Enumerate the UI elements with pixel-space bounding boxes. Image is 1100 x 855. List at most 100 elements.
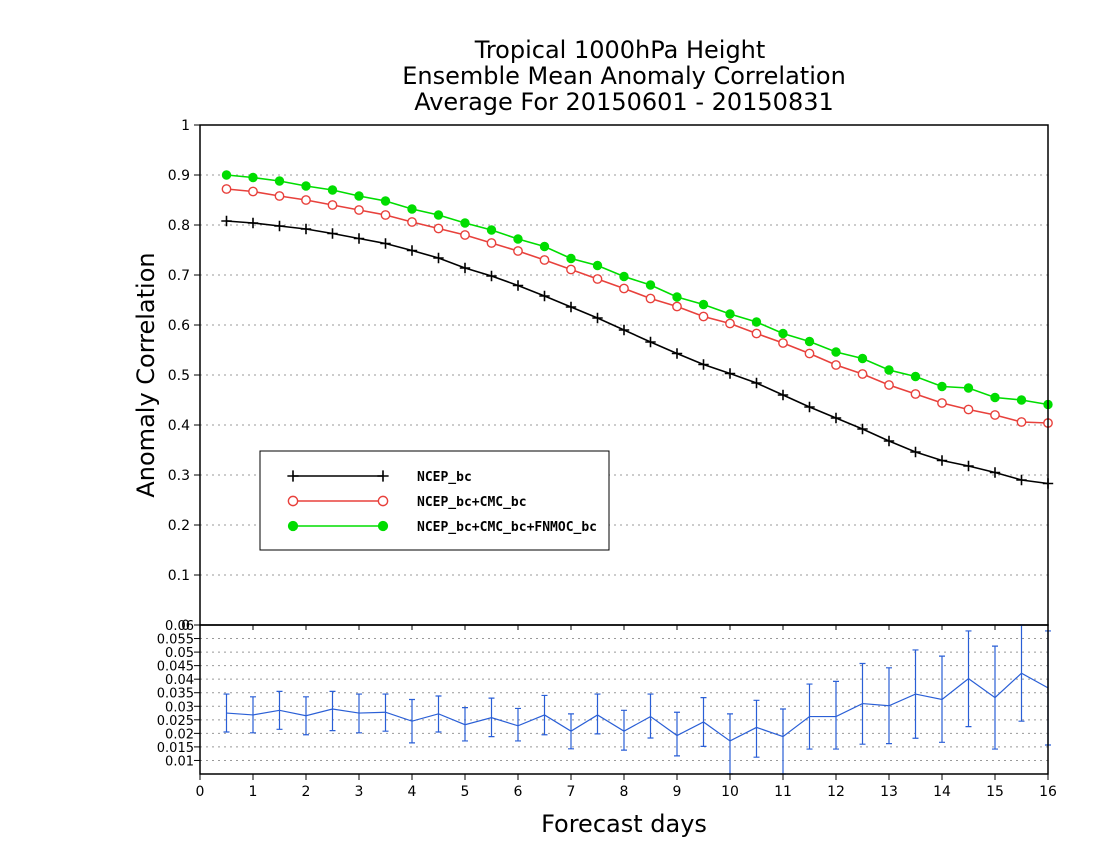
- data-point: [539, 241, 550, 252]
- data-point: [857, 369, 868, 379]
- data-point: [327, 185, 338, 195]
- data-point: [327, 228, 338, 239]
- data-point: [513, 234, 523, 244]
- legend-item: NCEP_bc+CMC_bc: [287, 495, 527, 510]
- x-tick-label: 2: [302, 784, 311, 800]
- diff-series: [223, 624, 1051, 775]
- error-bar: [859, 662, 866, 745]
- data-point: [963, 404, 974, 415]
- sub-y-tick-label: 0.035: [157, 687, 194, 702]
- data-point: [406, 245, 418, 256]
- main-y-tick-label: 0.6: [168, 318, 190, 334]
- sub-y-tick-label: 0.045: [157, 660, 194, 675]
- x-tick-label: 12: [827, 784, 845, 800]
- error-bar: [727, 713, 733, 775]
- x-tick-label: 8: [620, 784, 629, 800]
- data-point: [566, 264, 576, 275]
- x-axis-label: Forecast days: [541, 810, 707, 838]
- data-point: [1016, 417, 1027, 427]
- error-bar: [621, 709, 627, 751]
- main-y-tick-label: 0.7: [168, 268, 190, 284]
- error-bar: [435, 695, 442, 733]
- data-point: [353, 233, 365, 244]
- error-bar: [303, 696, 309, 736]
- error-bar: [806, 683, 813, 750]
- data-point: [990, 392, 1000, 403]
- data-point: [380, 238, 391, 249]
- error-bar: [329, 690, 336, 732]
- data-point: [936, 455, 948, 466]
- data-point: [672, 292, 682, 302]
- data-point: [377, 470, 389, 482]
- series-line: [226, 220, 1049, 485]
- main-y-tick-label: 0.3: [168, 468, 190, 484]
- series-2: [221, 170, 1053, 410]
- main-y-tick-label: 0: [181, 618, 190, 634]
- legend-label: NCEP_bc+CMC_bc+FNMOC_bc: [417, 520, 597, 535]
- sub-y-tick-label: 0.04: [165, 673, 194, 688]
- diff-line: [226, 672, 1049, 742]
- data-point: [592, 274, 603, 284]
- error-bar: [276, 690, 283, 730]
- data-point: [778, 338, 788, 348]
- series-line: [226, 188, 1049, 424]
- data-point: [354, 191, 364, 201]
- data-point: [513, 246, 523, 256]
- error-bar: [833, 680, 839, 750]
- error-bar: [912, 649, 919, 739]
- error-bar: [382, 693, 389, 732]
- error-bar: [753, 699, 760, 758]
- data-point: [804, 336, 815, 347]
- data-point: [274, 220, 285, 232]
- data-point: [645, 280, 656, 290]
- main-y-ticks: 0 0.1 0.2 0.3 0.4 0.5 0.6 0.7 0.8 0.9 1: [168, 118, 200, 634]
- data-point: [671, 348, 683, 359]
- data-point: [287, 495, 299, 507]
- data-point: [460, 218, 470, 228]
- data-point: [287, 520, 299, 532]
- data-point: [937, 398, 947, 408]
- series-0: [221, 215, 1054, 489]
- legend-label: NCEP_bc+CMC_bc: [417, 495, 527, 510]
- data-point: [380, 210, 391, 220]
- legend-label: NCEP_bc: [417, 470, 472, 485]
- error-bar: [886, 667, 892, 745]
- x-tick-label: 13: [880, 784, 898, 800]
- error-bar: [356, 693, 362, 734]
- series-1: [221, 184, 1053, 428]
- data-point: [778, 328, 788, 339]
- data-point: [460, 230, 470, 240]
- sub-y-tick-label: 0.02: [165, 727, 194, 742]
- x-tick-label: 1: [249, 784, 258, 800]
- data-point: [592, 312, 603, 324]
- data-point: [672, 301, 682, 312]
- data-point: [512, 280, 524, 291]
- data-point: [751, 317, 762, 327]
- data-point: [618, 324, 630, 336]
- error-bar: [515, 707, 521, 742]
- error-bar: [647, 693, 654, 739]
- x-tick-label: 11: [774, 784, 792, 800]
- x-tick-label: 0: [196, 784, 205, 800]
- data-point: [777, 389, 789, 401]
- main-y-tick-label: 1: [181, 118, 190, 134]
- data-point: [539, 255, 550, 265]
- data-point: [751, 328, 762, 339]
- data-point: [963, 383, 974, 393]
- chart-title: Tropical 1000hPa Height: [474, 36, 766, 64]
- data-point: [247, 217, 259, 229]
- sub-y-tick-label: 0.015: [157, 741, 194, 756]
- data-point: [910, 446, 921, 458]
- data-point: [433, 210, 444, 220]
- data-point: [565, 301, 577, 313]
- data-point: [963, 460, 974, 472]
- data-point: [407, 217, 417, 227]
- error-bar: [568, 713, 574, 750]
- sub-plot-series: [223, 624, 1051, 775]
- error-bar: [409, 698, 415, 744]
- sub-y-tick-label: 0.03: [165, 700, 194, 715]
- data-point: [698, 299, 709, 310]
- data-point: [804, 348, 815, 359]
